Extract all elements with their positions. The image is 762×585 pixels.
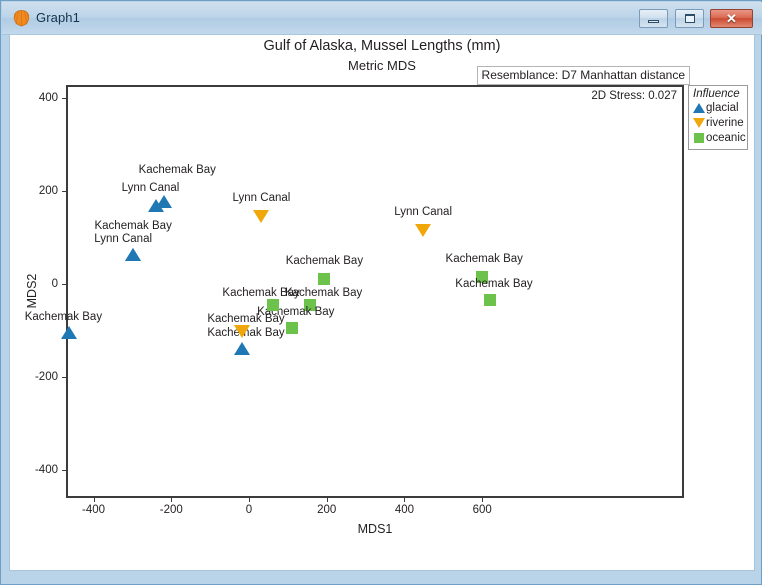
legend-item-riverine[interactable]: riverine: [693, 116, 744, 131]
minimize-button[interactable]: [639, 9, 669, 28]
triangle-up-icon: [693, 101, 706, 114]
x-tick-label: 0: [245, 504, 253, 516]
point-label: Kachemak Bay: [284, 286, 363, 299]
x-tick: [171, 497, 173, 502]
triangle-down-icon: [693, 116, 706, 129]
point-label: Lynn Canal: [94, 233, 153, 246]
data-point-oceanic[interactable]: [318, 273, 331, 286]
plot-frame: 2D Stress: 0.027: [66, 85, 684, 498]
legend-title: Influence: [693, 88, 740, 100]
stress-label: 2D Stress: 0.027: [591, 90, 677, 102]
y-tick-label: -200: [34, 371, 58, 384]
x-tick-label: 200: [317, 504, 337, 516]
data-point-glacial[interactable]: [148, 198, 165, 212]
chart-subtitle: Metric MDS: [348, 58, 416, 73]
close-button[interactable]: ✕: [710, 9, 753, 28]
x-tick: [93, 497, 95, 502]
data-point-oceanic[interactable]: [285, 322, 298, 335]
data-point-glacial[interactable]: [125, 248, 142, 262]
x-tick-label: 400: [394, 504, 415, 516]
data-point-riverine[interactable]: [415, 224, 432, 238]
x-tick: [404, 497, 406, 502]
point-label: Kachemak Bay: [24, 310, 103, 323]
point-label: Kachemak Bay: [94, 220, 172, 233]
y-tick: [62, 190, 67, 192]
x-tick-label: -200: [159, 504, 183, 516]
point-label: Lynn Canal: [121, 181, 180, 194]
window-titlebar[interactable]: Graph1 ✕: [2, 2, 762, 35]
legend-item-oceanic[interactable]: oceanic: [693, 131, 746, 146]
legend: Influence glacial riverine oceanic: [688, 85, 748, 150]
point-label: Lynn Canal: [394, 206, 453, 219]
point-label: Kachemak Bay: [207, 313, 285, 326]
y-tick: [62, 377, 67, 379]
data-point-oceanic[interactable]: [267, 298, 280, 311]
y-tick-label: 200: [38, 184, 58, 197]
data-point-glacial[interactable]: [234, 342, 250, 356]
maximize-icon: [684, 14, 695, 23]
x-tick: [326, 497, 328, 502]
point-label: Kachemak Bay: [445, 253, 523, 266]
y-tick: [62, 97, 67, 99]
y-tick-label: 400: [38, 91, 58, 104]
square-icon: [693, 131, 706, 144]
data-point-glacial[interactable]: [61, 325, 78, 339]
point-label: Kachemak Bay: [222, 286, 300, 299]
data-point-oceanic[interactable]: [303, 298, 316, 311]
maximize-button[interactable]: [674, 9, 704, 28]
x-axis-title: MDS1: [357, 522, 393, 536]
graph-client-area: Gulf of Alaska, Mussel Lengths (mm) Metr…: [9, 35, 755, 571]
data-point-riverine[interactable]: [234, 325, 250, 339]
x-tick: [482, 497, 484, 502]
point-label: Kachemak Bay: [285, 255, 364, 268]
data-point-oceanic[interactable]: [476, 271, 489, 284]
point-label: Kachemak Bay: [455, 277, 533, 290]
y-axis-title: MDS2: [25, 273, 39, 308]
window-title: Graph1: [36, 10, 80, 25]
y-tick-label: -400: [34, 464, 58, 477]
shell-icon: [13, 10, 30, 27]
legend-item-label: riverine: [706, 117, 744, 129]
minimize-icon: [648, 20, 660, 23]
point-label: Kachemak Bay: [138, 164, 216, 177]
point-label: Lynn Canal: [232, 192, 291, 205]
window-controls: ✕: [637, 9, 753, 29]
y-tick: [62, 470, 67, 472]
y-tick-label: 0: [51, 278, 58, 290]
close-icon: ✕: [726, 11, 737, 26]
legend-item-glacial[interactable]: glacial: [693, 101, 743, 116]
x-tick: [249, 497, 250, 502]
legend-rows: glacial riverine oceanic: [693, 101, 746, 146]
x-tick-label: 600: [472, 504, 492, 516]
resemblance-label: Resemblance: D7 Manhattan distance: [476, 66, 690, 85]
legend-item-label: glacial: [706, 102, 739, 114]
chart-title: Gulf of Alaska, Mussel Lengths (mm): [263, 38, 501, 54]
x-tick-label: -400: [82, 504, 106, 516]
legend-item-label: oceanic: [706, 132, 746, 144]
y-tick: [62, 284, 67, 285]
data-point-riverine[interactable]: [253, 210, 270, 224]
data-point-oceanic[interactable]: [483, 293, 496, 306]
